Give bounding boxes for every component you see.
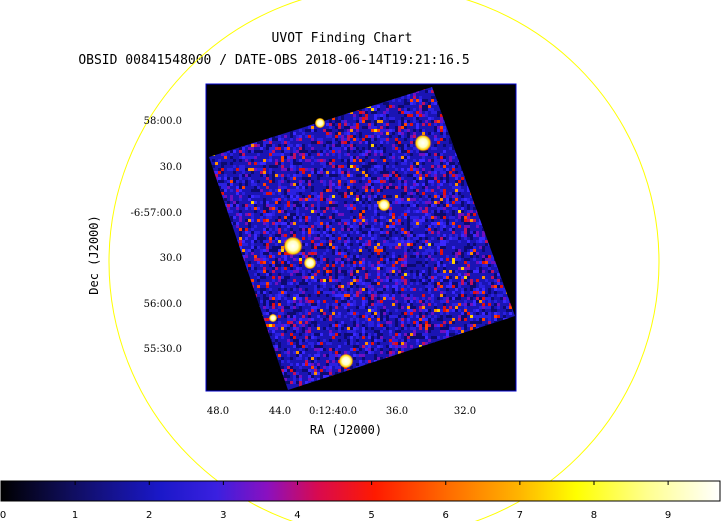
point-source-2 bbox=[414, 134, 432, 152]
colorbar-tick-labels: 0 1 2 3 4 5 6 7 8 9 bbox=[0, 481, 671, 521]
y-tick-label: -6:57:00.0 bbox=[131, 208, 182, 219]
colorbar-tick-label: 2 bbox=[146, 510, 152, 521]
colorbar-tick-label: 8 bbox=[591, 510, 597, 521]
point-source-6 bbox=[314, 117, 326, 129]
colorbar-tick-label: 1 bbox=[72, 510, 78, 521]
x-tick-labels: 48.0 44.0 0:12:40.0 36.0 32.0 bbox=[207, 406, 476, 417]
chart-subtitle: OBSID 00841548000 / DATE-OBS 2018-06-14T… bbox=[78, 53, 469, 68]
y-tick-labels: 58:00.0 30.0 -6:57:00.0 30.0 56:00.0 55:30.0 bbox=[131, 116, 182, 355]
colorbar-tick-label: 0 bbox=[0, 510, 6, 521]
point-source-5 bbox=[377, 198, 391, 212]
colorbar-tick-label: 3 bbox=[220, 510, 226, 521]
image-frame bbox=[205, 83, 517, 392]
colorbar-tick-label: 4 bbox=[294, 510, 300, 521]
y-axis-label: Dec (J2000) bbox=[87, 215, 101, 294]
colorbar bbox=[0, 480, 721, 502]
y-tick-label: 55:30.0 bbox=[144, 344, 182, 355]
point-source-4 bbox=[303, 256, 317, 270]
x-tick-label: 48.0 bbox=[207, 406, 229, 417]
colorbar-tick-label: 5 bbox=[368, 510, 374, 521]
y-tick-label: 30.0 bbox=[160, 253, 182, 264]
point-source-7 bbox=[268, 313, 278, 323]
x-tick-label: 0:12:40.0 bbox=[309, 406, 357, 417]
x-tick-label: 44.0 bbox=[269, 406, 291, 417]
sources-layer bbox=[268, 117, 432, 369]
y-tick-label: 30.0 bbox=[160, 162, 182, 173]
x-tick-label: 32.0 bbox=[454, 406, 476, 417]
x-tick-label: 36.0 bbox=[386, 406, 408, 417]
chart-title: UVOT Finding Chart bbox=[272, 31, 413, 46]
point-source-3 bbox=[338, 353, 354, 369]
colorbar-tick-label: 7 bbox=[517, 510, 523, 521]
point-source-1 bbox=[283, 236, 303, 256]
colorbar-tick-label: 9 bbox=[665, 510, 671, 521]
y-tick-label: 58:00.0 bbox=[144, 116, 182, 127]
x-axis-label: RA (J2000) bbox=[310, 423, 382, 437]
y-tick-label: 56:00.0 bbox=[144, 299, 182, 310]
colorbar-tick-label: 6 bbox=[443, 510, 449, 521]
field-of-view-circle bbox=[108, 0, 660, 521]
